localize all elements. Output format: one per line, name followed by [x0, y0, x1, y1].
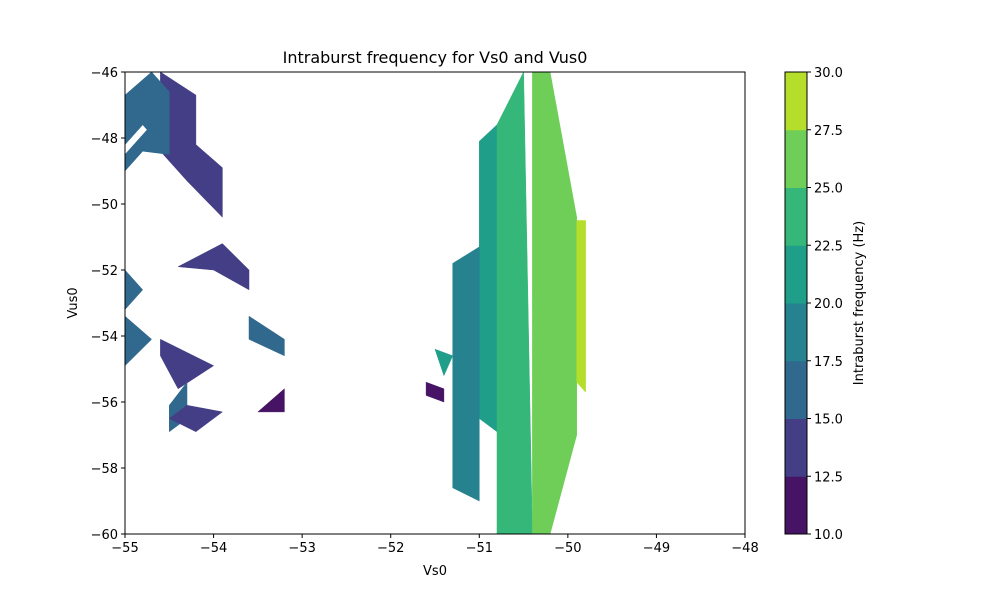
contour-region	[257, 388, 285, 413]
colorbar-segment	[785, 303, 807, 362]
y-tick-label: −50	[91, 198, 118, 213]
colorbar-segment	[785, 129, 807, 188]
y-axis-label: Vus0	[66, 287, 81, 318]
contour-region	[124, 315, 152, 367]
colorbar-tick-label: 17.5	[814, 355, 843, 370]
contour-region	[160, 71, 223, 218]
contour-region	[479, 124, 498, 433]
contour-region	[425, 381, 445, 403]
plot-frame	[124, 71, 746, 535]
x-axis-label: Vs0	[423, 564, 447, 579]
colorbar-segment	[785, 72, 807, 131]
x-tick-label: −54	[200, 541, 227, 556]
x-tick-label: −52	[377, 541, 404, 556]
contour-region	[434, 348, 454, 377]
colorbar-tick-label: 22.5	[814, 239, 843, 254]
contour-region	[177, 243, 250, 291]
x-tick-label: −49	[643, 541, 670, 556]
x-tick-label: −51	[466, 541, 493, 556]
contour-region	[496, 71, 533, 535]
colorbar-tick-label: 20.0	[814, 297, 843, 312]
y-tick-label: −52	[91, 264, 118, 279]
contour-region	[576, 220, 586, 393]
colorbar-tick-label: 27.5	[814, 124, 843, 139]
contour-region	[168, 405, 224, 432]
x-axis: −55 −54 −53 −52 −51 −50 −49 −48	[111, 534, 759, 556]
contour-region	[124, 269, 144, 311]
colorbar-segment	[785, 187, 807, 246]
x-tick-label: −55	[111, 541, 138, 556]
colorbar-tick-label: 25.0	[814, 182, 843, 197]
contour-region	[532, 71, 577, 535]
colorbar-segment	[785, 245, 807, 304]
colorbar-label: Intraburst frequency (Hz)	[852, 221, 867, 385]
contour-region	[160, 338, 215, 390]
y-tick-label: −56	[91, 396, 118, 411]
y-tick-label: −58	[91, 462, 118, 477]
y-tick-label: −48	[91, 132, 118, 147]
contour-region	[452, 246, 480, 502]
chart-title: Intraburst frequency for Vs0 and Vus0	[283, 48, 588, 67]
y-tick-label: −60	[91, 528, 118, 543]
colorbar-segment	[785, 418, 807, 477]
contour-regions	[124, 71, 586, 535]
colorbar-tick-label: 30.0	[814, 66, 843, 81]
y-tick-label: −46	[91, 66, 118, 81]
y-tick-label: −54	[91, 330, 118, 345]
colorbar-segment	[785, 476, 807, 535]
colorbar-tick-label: 10.0	[814, 528, 843, 543]
y-axis: −60 −58 −56 −54 −52 −50 −48 −46	[91, 66, 125, 543]
colorbar-tick-label: 15.0	[814, 413, 843, 428]
contour-region	[248, 315, 285, 357]
colorbar-segment	[785, 360, 807, 419]
colorbar-tick-label: 12.5	[814, 470, 843, 485]
x-tick-label: −48	[731, 541, 758, 556]
x-tick-label: −53	[288, 541, 315, 556]
x-tick-label: −50	[554, 541, 581, 556]
colorbar: 10.0 12.5 15.0 17.5 20.0 22.5 25.0 27.5 30.0	[784, 66, 843, 543]
